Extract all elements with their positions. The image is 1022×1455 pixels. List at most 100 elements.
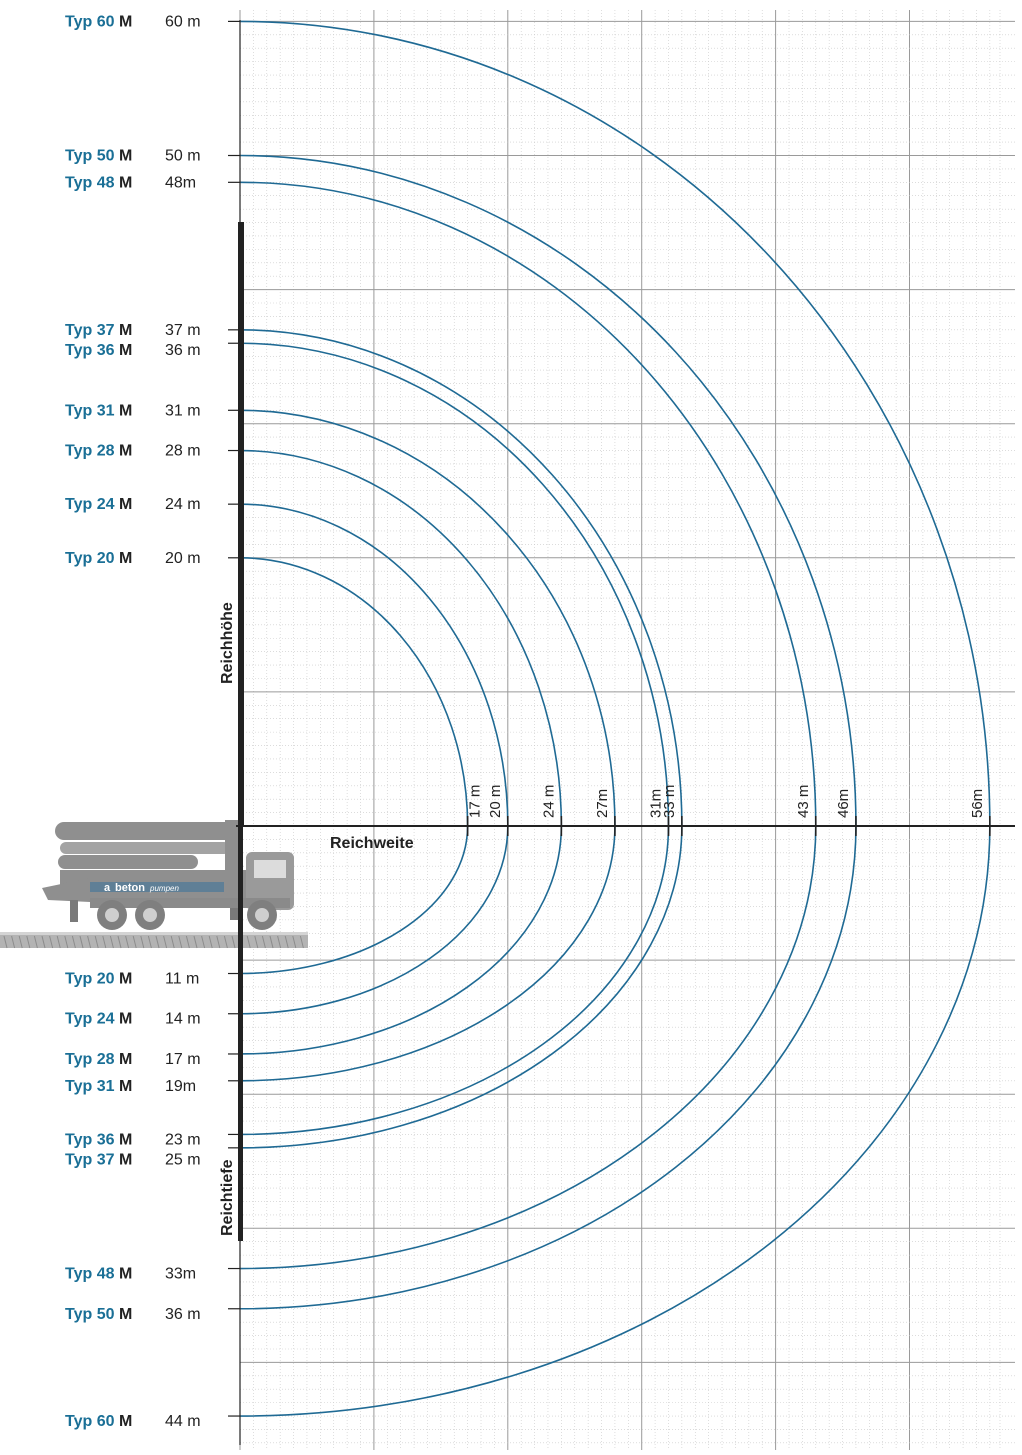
typ-label-depth: Typ 48 M	[65, 1266, 132, 1283]
value-label-height: 31 m	[165, 402, 201, 419]
ground-texture-line	[216, 935, 221, 949]
ground-texture-line	[201, 935, 206, 949]
reach-label: 46m	[835, 789, 852, 818]
ground-texture-line	[163, 935, 168, 949]
typ-label-depth: Typ 20 M	[65, 971, 132, 988]
typ-suffix: M	[119, 1306, 132, 1323]
typ-name: Typ 48	[65, 174, 119, 191]
typ-suffix: M	[119, 550, 132, 567]
ground-texture-line	[254, 935, 259, 949]
value-label-height: 28 m	[165, 443, 201, 460]
y-axis-title-up: Reichhöhe	[219, 602, 236, 684]
ground-texture-line	[102, 935, 107, 949]
typ-name: Typ 37	[65, 1151, 119, 1168]
reach-curve-typ-37	[239, 329, 683, 1149]
ground-texture-line	[109, 935, 114, 949]
typ-suffix: M	[119, 1011, 132, 1028]
ground-texture-line	[269, 935, 274, 949]
value-label-depth: 17 m	[165, 1051, 201, 1068]
ground-texture-line	[125, 935, 130, 949]
value-label-depth: 19m	[165, 1078, 196, 1095]
value-label-height: 48m	[165, 174, 196, 191]
typ-name: Typ 60	[65, 13, 119, 30]
ground-texture-line	[71, 935, 76, 949]
typ-label-height: Typ 60 M	[65, 13, 132, 30]
typ-name: Typ 20	[65, 550, 119, 567]
typ-name: Typ 24	[65, 496, 119, 513]
ground-texture-line	[26, 935, 31, 949]
truck-logo-main: beton	[115, 882, 145, 894]
typ-suffix: M	[119, 496, 132, 513]
reach-label: 43 m	[795, 785, 812, 818]
value-label-height: 37 m	[165, 322, 201, 339]
typ-name: Typ 36	[65, 342, 119, 359]
typ-name: Typ 20	[65, 971, 119, 988]
typ-label-depth: Typ 60 M	[65, 1413, 132, 1430]
ground-texture-line	[155, 935, 160, 949]
typ-name: Typ 31	[65, 402, 119, 419]
typ-name: Typ 28	[65, 443, 119, 460]
typ-label-depth: Typ 31 M	[65, 1078, 132, 1095]
ground-texture-line	[18, 935, 23, 949]
value-label-height: 24 m	[165, 496, 201, 513]
truck-logo-sub: pumpen	[149, 884, 179, 893]
ground-texture-line	[223, 935, 228, 949]
typ-label-height: Typ 28 M	[65, 443, 132, 460]
typ-label-depth: Typ 28 M	[65, 1051, 132, 1068]
ground-texture-line	[185, 935, 190, 949]
ground-texture-line	[3, 935, 8, 949]
ground-texture-line	[94, 935, 99, 949]
typ-suffix: M	[119, 13, 132, 30]
value-label-height: 60 m	[165, 13, 201, 30]
typ-name: Typ 50	[65, 148, 119, 165]
typ-label-height: Typ 31 M	[65, 402, 132, 419]
ground-texture-line	[49, 935, 54, 949]
ground-texture-line	[64, 935, 69, 949]
value-label-depth: 36 m	[165, 1306, 201, 1323]
reichtiefe-bar	[238, 826, 243, 1241]
ground-texture-line	[33, 935, 38, 949]
labels: Typ 60 M 60 m Typ 50 M 50 m Typ 48 M 48m Typ 3…	[65, 13, 986, 1430]
reach-label: 27m	[594, 789, 611, 818]
ground-texture-line	[284, 935, 289, 949]
reach-label: 33 m	[661, 785, 678, 818]
ground-texture-line	[261, 935, 266, 949]
ground-texture-line	[56, 935, 61, 949]
ground-texture-line	[178, 935, 183, 949]
x-axis-title: Reichweite	[330, 835, 414, 852]
ground-texture-line	[132, 935, 137, 949]
value-label-height: 20 m	[165, 550, 201, 567]
reach-label: 31m	[647, 789, 664, 818]
typ-name: Typ 31	[65, 1078, 119, 1095]
typ-suffix: M	[119, 402, 132, 419]
typ-suffix: M	[119, 1151, 132, 1168]
value-label-depth: 14 m	[165, 1011, 201, 1028]
typ-label-height: Typ 50 M	[65, 148, 132, 165]
typ-suffix: M	[119, 1413, 132, 1430]
value-label-depth: 44 m	[165, 1413, 201, 1430]
value-label-depth: 11 m	[165, 971, 199, 988]
ground-texture-line	[277, 935, 282, 949]
typ-label-height: Typ 20 M	[65, 550, 132, 567]
ground-texture-line	[11, 935, 16, 949]
typ-label-height: Typ 37 M	[65, 322, 132, 339]
value-label-height: 50 m	[165, 148, 201, 165]
ground-texture-line	[208, 935, 213, 949]
ground	[0, 932, 308, 949]
ground-texture-line	[292, 935, 297, 949]
ground-texture-line	[117, 935, 122, 949]
typ-suffix: M	[119, 1078, 132, 1095]
typ-suffix: M	[119, 1266, 132, 1283]
truck-logo-prefix: a	[104, 882, 111, 894]
typ-name: Typ 28	[65, 1051, 119, 1068]
typ-label-height: Typ 24 M	[65, 496, 132, 513]
typ-name: Typ 37	[65, 322, 119, 339]
typ-name: Typ 50	[65, 1306, 119, 1323]
typ-suffix: M	[119, 1051, 132, 1068]
typ-suffix: M	[119, 443, 132, 460]
typ-suffix: M	[119, 342, 132, 359]
ground-texture-line	[246, 935, 251, 949]
reichhoehe-bar	[238, 222, 244, 827]
ground-texture-line	[140, 935, 145, 949]
